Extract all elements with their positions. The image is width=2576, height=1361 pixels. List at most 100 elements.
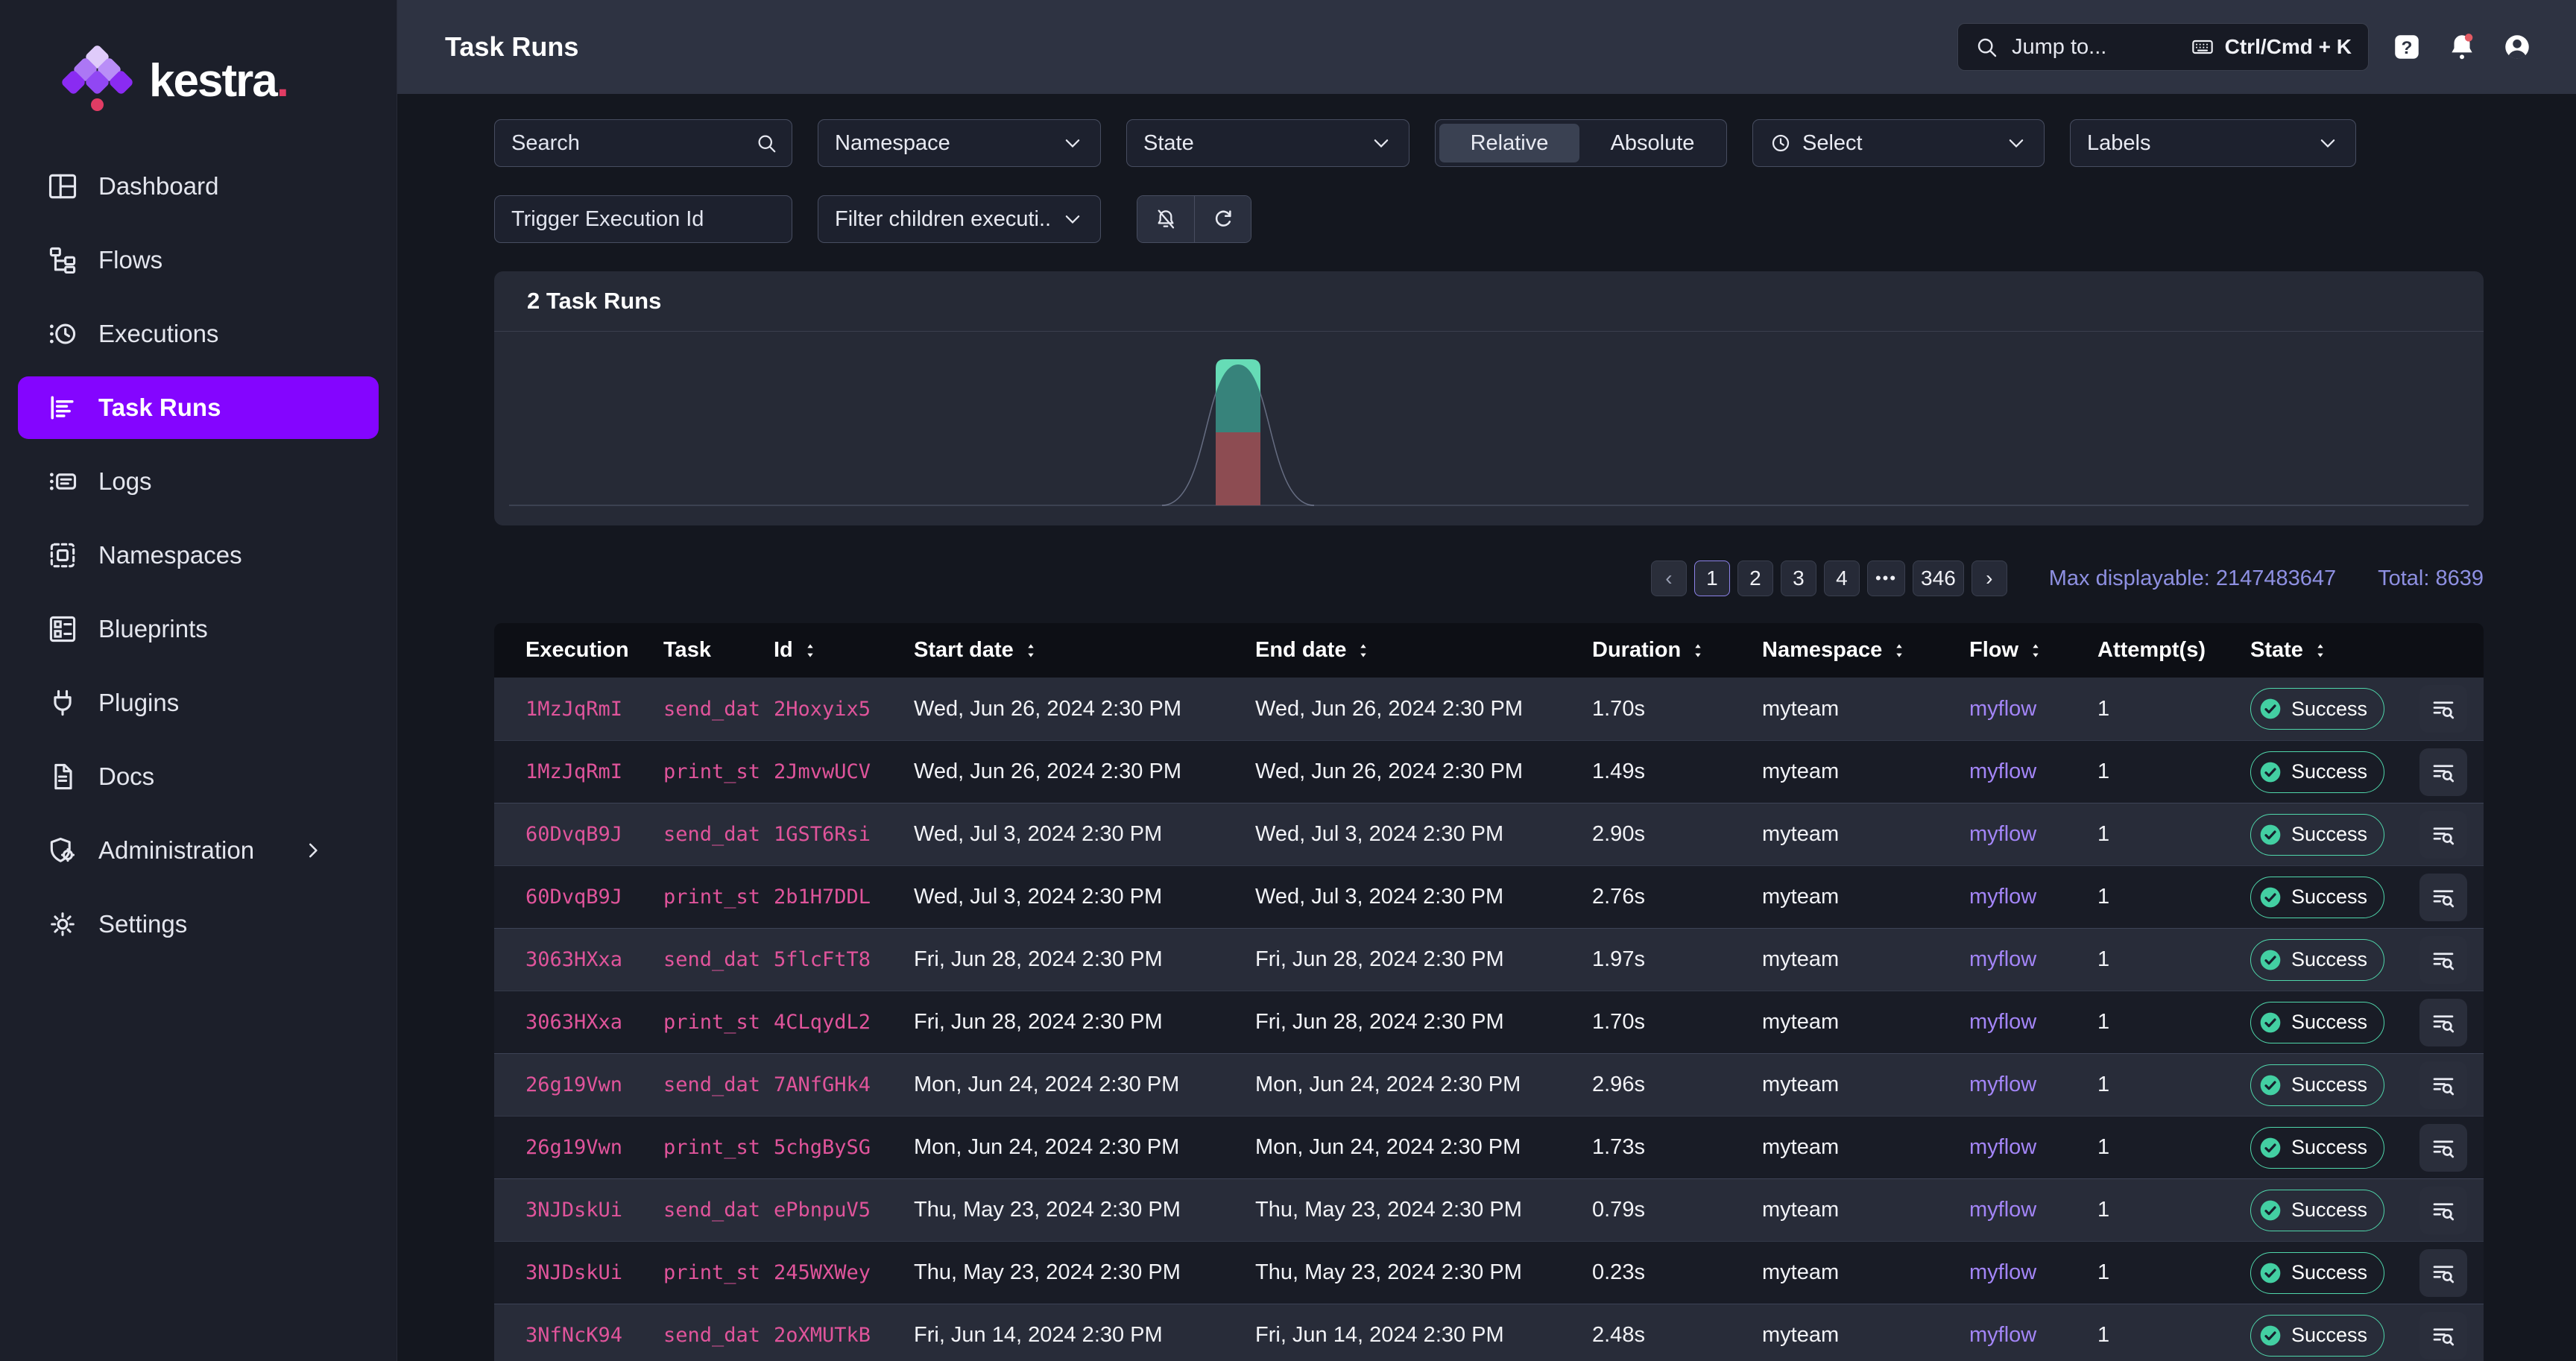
execution-link[interactable]: 26g19Vwn (525, 1073, 663, 1096)
sidebar-item-logs[interactable]: Logs (18, 450, 379, 513)
table-row[interactable]: 1MzJqRmIprint_st2JmvwUCVWed, Jun 26, 202… (494, 740, 2484, 803)
column-header-start-date[interactable]: Start date (914, 638, 1255, 663)
execution-link[interactable]: 60DvqB9J (525, 823, 663, 846)
flow-link[interactable]: myflow (1969, 760, 2097, 784)
notifications-off-button[interactable] (1137, 196, 1194, 242)
column-header-end-date[interactable]: End date (1255, 638, 1592, 663)
search-input[interactable] (494, 119, 792, 167)
taskrun-id-link[interactable]: 5flcFtT8 (774, 948, 914, 971)
execution-link[interactable]: 3NJDskUi (525, 1199, 663, 1222)
column-header-namespace[interactable]: Namespace (1762, 638, 1969, 663)
open-taskrun-logs-button[interactable] (2419, 1124, 2467, 1172)
relative-toggle-button[interactable]: Relative (1439, 124, 1579, 162)
task-link[interactable]: print_st (663, 1261, 774, 1284)
task-link[interactable]: send_dat (663, 1073, 774, 1096)
task-link[interactable]: send_dat (663, 823, 774, 846)
sidebar-item-task-runs[interactable]: Task Runs (18, 376, 379, 439)
trigger-execution-id-input[interactable] (494, 195, 792, 243)
execution-link[interactable]: 1MzJqRmI (525, 698, 663, 721)
flow-link[interactable]: myflow (1969, 822, 2097, 847)
table-row[interactable]: 60DvqB9Jsend_dat1GST6RsiWed, Jul 3, 2024… (494, 803, 2484, 865)
sidebar-item-dashboard[interactable]: Dashboard (18, 155, 379, 218)
page-button-2[interactable]: 2 (1737, 560, 1773, 596)
sidebar-item-flows[interactable]: Flows (18, 229, 379, 291)
sort-icon[interactable] (1890, 641, 1909, 660)
table-row[interactable]: 60DvqB9Jprint_st2b1H7DDLWed, Jul 3, 2024… (494, 865, 2484, 928)
column-header-id[interactable]: Id (774, 638, 914, 663)
task-link[interactable]: print_st (663, 1011, 774, 1034)
flow-link[interactable]: myflow (1969, 1260, 2097, 1285)
table-row[interactable]: 1MzJqRmIsend_dat2Hoxyix5Wed, Jun 26, 202… (494, 678, 2484, 740)
open-taskrun-logs-button[interactable] (2419, 748, 2467, 796)
open-taskrun-logs-button[interactable] (2419, 874, 2467, 921)
taskrun-id-link[interactable]: ePbnpuV5 (774, 1199, 914, 1222)
task-link[interactable]: print_st (663, 760, 774, 783)
task-link[interactable]: print_st (663, 885, 774, 909)
open-taskrun-logs-button[interactable] (2419, 1249, 2467, 1297)
sidebar-item-namespaces[interactable]: Namespaces (18, 524, 379, 587)
open-taskrun-logs-button[interactable] (2419, 811, 2467, 859)
page-button-4[interactable]: 4 (1824, 560, 1860, 596)
task-link[interactable]: send_dat (663, 1324, 774, 1347)
execution-link[interactable]: 60DvqB9J (525, 885, 663, 909)
account-button[interactable] (2500, 30, 2534, 64)
column-header-flow[interactable]: Flow (1969, 638, 2097, 663)
table-row[interactable]: 3NJDskUiprint_st245WXWeyThu, May 23, 202… (494, 1241, 2484, 1304)
page-button-1[interactable]: 1 (1694, 560, 1730, 596)
execution-link[interactable]: 3NJDskUi (525, 1261, 663, 1284)
taskrun-id-link[interactable]: 2Hoxyix5 (774, 698, 914, 721)
open-taskrun-logs-button[interactable] (2419, 1061, 2467, 1109)
task-link[interactable]: send_dat (663, 948, 774, 971)
taskrun-id-link[interactable]: 7ANfGHk4 (774, 1073, 914, 1096)
taskrun-id-link[interactable]: 245WXWey (774, 1261, 914, 1284)
flow-link[interactable]: myflow (1969, 885, 2097, 909)
sidebar-item-executions[interactable]: Executions (18, 303, 379, 365)
taskruns-histogram-chart[interactable] (494, 332, 2484, 525)
table-row[interactable]: 3NfNcK94send_dat2oXMUTkBFri, Jun 14, 202… (494, 1304, 2484, 1361)
open-taskrun-logs-button[interactable] (2419, 936, 2467, 984)
taskrun-id-link[interactable]: 1GST6Rsi (774, 823, 914, 846)
execution-link[interactable]: 26g19Vwn (525, 1136, 663, 1159)
sort-icon[interactable] (801, 641, 820, 660)
sort-icon[interactable] (1354, 641, 1373, 660)
labels-select[interactable]: Labels (2070, 119, 2356, 167)
execution-link[interactable]: 3063HXxa (525, 948, 663, 971)
flow-link[interactable]: myflow (1969, 1010, 2097, 1035)
sidebar-item-plugins[interactable]: Plugins (18, 672, 379, 734)
taskrun-id-link[interactable]: 2oXMUTkB (774, 1324, 914, 1347)
state-select[interactable]: State (1126, 119, 1409, 167)
open-taskrun-logs-button[interactable] (2419, 685, 2467, 733)
execution-link[interactable]: 3063HXxa (525, 1011, 663, 1034)
table-row[interactable]: 26g19Vwnprint_st5chgBySGMon, Jun 24, 202… (494, 1116, 2484, 1178)
taskrun-id-link[interactable]: 5chgBySG (774, 1136, 914, 1159)
help-button[interactable]: ? (2390, 30, 2424, 64)
sidebar-item-settings[interactable]: Settings (18, 893, 379, 956)
next-page-button[interactable]: › (1972, 560, 2007, 596)
notifications-button[interactable] (2445, 30, 2479, 64)
execution-link[interactable]: 1MzJqRmI (525, 760, 663, 783)
sidebar-item-blueprints[interactable]: Blueprints (18, 598, 379, 660)
pagination-ellipsis[interactable]: ••• (1867, 560, 1905, 596)
flow-link[interactable]: myflow (1969, 1135, 2097, 1160)
open-taskrun-logs-button[interactable] (2419, 1187, 2467, 1234)
page-button-346[interactable]: 346 (1913, 560, 1964, 596)
kestra-logo[interactable]: kestra. (0, 0, 397, 115)
refresh-button[interactable] (1194, 196, 1251, 242)
sort-icon[interactable] (1021, 641, 1041, 660)
flow-link[interactable]: myflow (1969, 947, 2097, 972)
sort-icon[interactable] (2311, 641, 2330, 660)
open-taskrun-logs-button[interactable] (2419, 999, 2467, 1046)
flow-link[interactable]: myflow (1969, 1073, 2097, 1097)
task-link[interactable]: print_st (663, 1136, 774, 1159)
table-row[interactable]: 26g19Vwnsend_dat7ANfGHk4Mon, Jun 24, 202… (494, 1053, 2484, 1116)
taskrun-id-link[interactable]: 4CLqydL2 (774, 1011, 914, 1034)
column-header-state[interactable]: State (2250, 638, 2411, 663)
taskrun-id-link[interactable]: 2b1H7DDL (774, 885, 914, 909)
absolute-toggle-button[interactable]: Absolute (1582, 124, 1723, 162)
table-row[interactable]: 3NJDskUisend_datePbnpuV5Thu, May 23, 202… (494, 1178, 2484, 1241)
sort-icon[interactable] (2026, 641, 2045, 660)
open-taskrun-logs-button[interactable] (2419, 1312, 2467, 1360)
filter-children-select[interactable]: Filter children executi... (818, 195, 1101, 243)
table-row[interactable]: 3063HXxaprint_st4CLqydL2Fri, Jun 28, 202… (494, 991, 2484, 1053)
task-link[interactable]: send_dat (663, 1199, 774, 1222)
